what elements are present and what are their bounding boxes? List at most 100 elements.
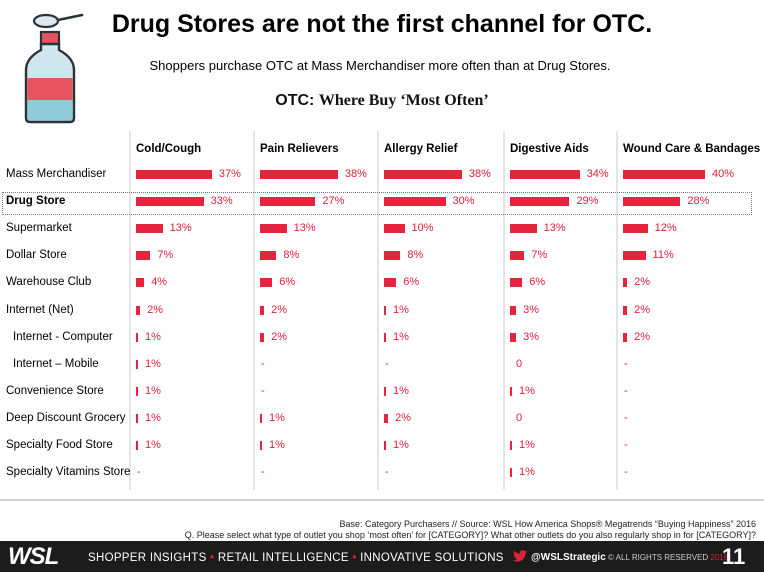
value-label: 1% xyxy=(519,384,535,397)
bar xyxy=(510,251,525,261)
value-label: 4% xyxy=(151,276,168,289)
bar xyxy=(384,278,397,288)
value-label: 2% xyxy=(147,303,163,316)
value-label: 1% xyxy=(145,330,161,343)
value-label: - xyxy=(261,466,265,479)
value-label: 1% xyxy=(145,439,161,451)
bar xyxy=(384,251,401,261)
tagline-separator: • xyxy=(352,552,357,564)
copyright: © ALL RIGHTS RESERVED 2016 xyxy=(608,553,728,562)
medicine-bottle-and-spoon-icon xyxy=(24,13,84,124)
value-label: 8% xyxy=(407,249,424,262)
twitter-handle[interactable]: @WSLStrategic xyxy=(531,552,606,563)
value-label: - xyxy=(624,439,628,451)
bar xyxy=(260,197,316,207)
bar xyxy=(623,251,646,261)
row-label: Internet – Mobile xyxy=(13,357,99,370)
bar xyxy=(136,332,139,342)
chart-heading-lead: OTC: xyxy=(275,92,315,109)
bar xyxy=(510,332,517,342)
row-label: Drug Store xyxy=(6,195,66,208)
value-label: 11% xyxy=(652,249,674,262)
value-label: 0 xyxy=(516,411,523,424)
bar xyxy=(384,413,389,423)
row-label: Mass Merchandiser xyxy=(6,168,107,180)
value-label: - xyxy=(624,384,628,397)
page-title: Drug Stores are not the first channel fo… xyxy=(111,10,653,38)
value-label: 13% xyxy=(169,222,192,235)
value-label: 3% xyxy=(523,330,540,343)
bar xyxy=(136,251,151,261)
footer-bar xyxy=(0,541,764,572)
value-label: 12% xyxy=(654,222,677,235)
tagline-item: INNOVATIVE SOLUTIONS xyxy=(360,552,504,564)
bar xyxy=(384,170,462,179)
value-label: 33% xyxy=(210,195,233,208)
row-label: Convenience Store xyxy=(6,384,104,397)
value-label: 1% xyxy=(145,357,161,370)
bar xyxy=(510,468,513,478)
bar xyxy=(384,332,387,342)
value-label: - xyxy=(385,357,389,370)
value-label: 2% xyxy=(271,303,287,316)
row-label: Supermarket xyxy=(6,222,72,235)
copyright-text: © ALL RIGHTS RESERVED xyxy=(608,553,709,562)
value-label: 1% xyxy=(393,330,409,343)
page-number: 11 xyxy=(722,544,746,569)
bar xyxy=(384,224,405,234)
bar xyxy=(136,386,139,396)
value-label: 2% xyxy=(634,303,650,316)
value-label: 1% xyxy=(519,439,535,451)
bar xyxy=(510,278,523,288)
value-label: 28% xyxy=(687,195,710,208)
value-label: 37% xyxy=(218,168,241,180)
value-label: 10% xyxy=(411,222,434,235)
row-label: Deep Discount Grocery xyxy=(6,411,126,424)
bar xyxy=(260,170,338,179)
row-label: Specialty Food Store xyxy=(6,439,113,451)
value-label: - xyxy=(624,411,628,424)
bar xyxy=(623,332,628,342)
row-label: Dollar Store xyxy=(6,249,67,262)
value-label: 40% xyxy=(712,168,735,180)
column-header: Digestive Aids xyxy=(510,143,589,155)
bar xyxy=(384,305,387,315)
value-label: 38% xyxy=(344,168,367,180)
wsl-logo: WSL xyxy=(8,543,59,570)
value-label: 6% xyxy=(529,276,546,289)
value-label: 13% xyxy=(293,222,316,235)
value-label: 1% xyxy=(269,411,285,424)
column-header: Cold/Cough xyxy=(136,143,202,155)
bar xyxy=(136,170,212,179)
value-label: 34% xyxy=(586,168,609,180)
bar xyxy=(384,386,387,396)
bar xyxy=(510,224,537,234)
bar xyxy=(260,441,263,450)
row-label: Warehouse Club xyxy=(6,276,92,289)
value-label: 2% xyxy=(634,276,650,289)
twitter-icon[interactable] xyxy=(513,550,527,562)
bar xyxy=(260,332,265,342)
bar xyxy=(510,197,570,207)
value-label: 6% xyxy=(403,276,420,289)
bar xyxy=(510,386,513,396)
bar xyxy=(136,305,141,315)
value-label: 6% xyxy=(279,276,296,289)
bar xyxy=(136,413,139,423)
bar xyxy=(260,305,265,315)
bar xyxy=(623,224,648,234)
bar xyxy=(384,441,387,450)
bar xyxy=(260,278,273,288)
column-header: Allergy Relief xyxy=(384,143,458,155)
footer-question: Q. Please select what type of outlet you… xyxy=(184,530,756,540)
tagline-item: SHOPPER INSIGHTS xyxy=(88,552,207,564)
footer-source: Base: Category Purchasers // Source: WSL… xyxy=(339,519,757,529)
tagline-item: RETAIL INTELLIGENCE xyxy=(217,552,349,564)
bar xyxy=(136,441,139,450)
column-header: Wound Care & Bandages xyxy=(623,143,761,155)
bar xyxy=(510,170,580,179)
value-label: 29% xyxy=(576,195,599,208)
page-subtitle: Shoppers purchase OTC at Mass Merchandis… xyxy=(149,58,611,73)
bar xyxy=(136,359,139,369)
